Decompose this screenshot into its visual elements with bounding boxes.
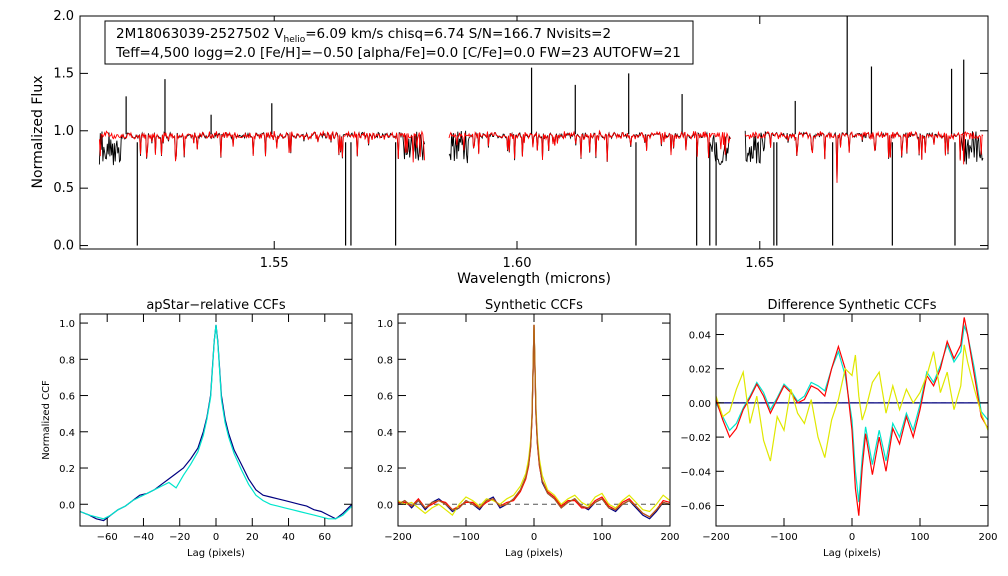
ccf1-xtick-label: 0 xyxy=(213,532,219,543)
spectrum-x-axis-label: Wavelength (microns) xyxy=(457,271,611,287)
ccf3-ytick-label: 0.02 xyxy=(689,365,711,376)
spectrum-xtick-label: 1.65 xyxy=(745,256,774,271)
spectrum-model-series xyxy=(98,129,984,183)
ccf3-x-axis-label: Lag (pixels) xyxy=(823,548,881,559)
ccf3-ytick-label: −0.06 xyxy=(680,501,711,512)
ccf2-ytick-label: 0.0 xyxy=(377,500,393,511)
ccf1-ytick-label: 0.2 xyxy=(59,464,75,475)
ccf3-title: Difference Synthetic CCFs xyxy=(767,298,936,313)
ccf2-title: Synthetic CCFs xyxy=(485,298,583,313)
ccf2-ytick-label: 0.4 xyxy=(377,428,393,439)
ccf1-ytick-label: 0.0 xyxy=(59,500,75,511)
ccf-panel-difference: −200 −100 0 100 200 −0.06 −0.04 −0.02 0.00 0.02 0.… xyxy=(680,298,997,559)
ccf2-ytick-label: 0.6 xyxy=(377,392,393,403)
ccf1-ytick-label: 1.0 xyxy=(59,319,75,330)
spectrum-model-chip-1 xyxy=(98,129,426,163)
spectrum-xtick-label: 1.55 xyxy=(260,256,289,271)
info-line-2: Teff=4,500 logg=2.0 [Fe/H]=−0.50 [alpha/… xyxy=(115,45,681,61)
ccf1-xtick-label: −40 xyxy=(133,532,154,543)
ccf1-series xyxy=(79,324,353,522)
ccf1-xtick-label: −20 xyxy=(169,532,190,543)
ccf2-xtick-label: 0 xyxy=(531,532,537,543)
spectrum-ytick-label: 1.5 xyxy=(53,66,74,81)
ccf2-xtick-label: 100 xyxy=(592,532,611,543)
spectrum-info-box: 2M18063039-2527502 Vhelio=6.09 km/s chis… xyxy=(104,20,694,65)
info-line-1: 2M18063039-2527502 Vhelio=6.09 km/s chis… xyxy=(116,26,611,45)
spectrum-axes-frame xyxy=(79,15,989,250)
ccf2-series xyxy=(397,324,671,520)
ccf1-ytick-label: 0.8 xyxy=(59,355,75,366)
ccf2-xtick-label: 200 xyxy=(660,532,679,543)
ccf3-ytick-label: 0.04 xyxy=(689,331,711,342)
ccf-panel-synthetic: −200 −100 0 100 200 0.0 0.2 0.4 0.6 0.8 1.0 Synthe… xyxy=(377,298,679,559)
ccf3-ytick-label: −0.04 xyxy=(680,467,711,478)
ccf1-xtick-label: 40 xyxy=(282,532,295,543)
ccf3-series xyxy=(715,317,989,516)
spectrum-observed-series xyxy=(98,16,984,246)
ccf2-xtick-label: −100 xyxy=(452,532,479,543)
ccf3-xtick-label: 100 xyxy=(910,532,929,543)
ccf3-diff-cyan-line xyxy=(715,323,989,503)
ccf2-xtick-label: −200 xyxy=(384,532,411,543)
spectrum-panel: 1.55 1.60 1.65 0.0 0.5 1.0 1.5 2.0 2M18063039-2… xyxy=(30,9,989,287)
spectrum-ytick-label: 1.0 xyxy=(53,124,74,139)
spectrum-model-chip-2 xyxy=(448,129,731,162)
info-box-frame xyxy=(104,20,694,65)
ccf3-ticks: −200 −100 0 100 200 −0.06 −0.04 −0.02 0.00 0.02 0.… xyxy=(680,314,998,543)
ccf3-diff-yellow-line xyxy=(715,344,989,462)
ccf3-xtick-label: −100 xyxy=(770,532,797,543)
ccf1-ccf-a-line xyxy=(79,324,353,522)
spectrum-model-chip-3 xyxy=(744,130,984,183)
spectrum-ticks: 1.55 1.60 1.65 0.0 0.5 1.0 1.5 2.0 xyxy=(53,9,988,271)
ccf1-y-axis-label: Normalized CCF xyxy=(41,380,52,460)
ccf3-xtick-label: −200 xyxy=(702,532,729,543)
ccf2-ticks: −200 −100 0 100 200 0.0 0.2 0.4 0.6 0.8 1.0 xyxy=(377,314,680,543)
ccf1-axes-frame xyxy=(79,313,353,527)
ccf1-xtick-label: −60 xyxy=(97,532,118,543)
ccf1-xtick-label: 20 xyxy=(246,532,259,543)
ccf2-ytick-label: 1.0 xyxy=(377,319,393,330)
spectrum-xtick-label: 1.60 xyxy=(503,256,532,271)
ccf1-ytick-label: 0.6 xyxy=(59,392,75,403)
ccf1-ytick-label: 0.4 xyxy=(59,428,75,439)
spectrum-ytick-label: 0.5 xyxy=(53,181,74,196)
ccf3-xtick-label: 200 xyxy=(978,532,997,543)
ccf2-synth-orange-line xyxy=(397,324,671,518)
ccf3-xtick-label: 0 xyxy=(849,532,855,543)
ccf2-ytick-label: 0.2 xyxy=(377,464,393,475)
ccf-panel-apstar: −60 −40 −20 0 20 40 60 0.0 0.2 0.4 0.6 0.8 1.0 apSta… xyxy=(41,298,353,559)
spectrum-ytick-label: 2.0 xyxy=(53,9,74,24)
ccf2-ytick-label: 0.8 xyxy=(377,355,393,366)
ccf1-ccf-b-line xyxy=(79,324,353,520)
ccf1-title: apStar−relative CCFs xyxy=(146,298,286,313)
ccf1-x-axis-label: Lag (pixels) xyxy=(187,548,245,559)
ccf3-ytick-label: 0.00 xyxy=(689,399,711,410)
ccf1-xtick-label: 60 xyxy=(318,532,331,543)
spectrum-ytick-label: 0.0 xyxy=(53,239,74,254)
ccf1-ticks: −60 −40 −20 0 20 40 60 0.0 0.2 0.4 0.6 0.8 1.0 xyxy=(59,314,352,543)
ccf3-ytick-label: −0.02 xyxy=(680,433,711,444)
ccf2-x-axis-label: Lag (pixels) xyxy=(505,548,563,559)
spectrum-y-axis-label: Normalized Flux xyxy=(30,76,46,189)
ccf3-diff-red-line xyxy=(715,317,989,516)
